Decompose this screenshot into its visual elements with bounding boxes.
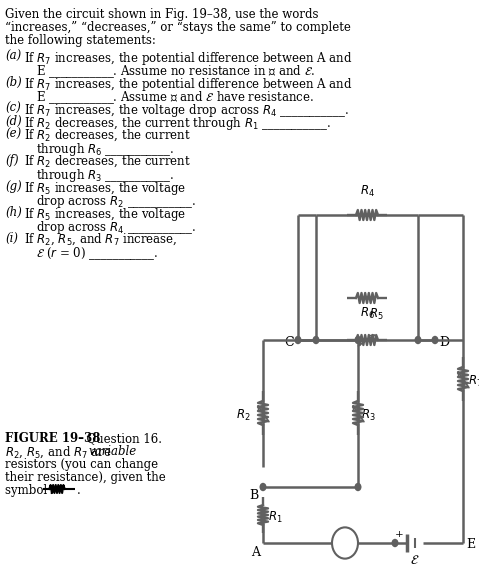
Text: $R_6$: $R_6$ (360, 306, 375, 321)
Text: through $R_6$ ___________.: through $R_6$ ___________. (36, 141, 174, 158)
Text: through $R_3$ ___________.: through $R_3$ ___________. (36, 167, 174, 184)
Text: E ___________. Assume Ⓐ and $\mathcal{E}$ have resistance.: E ___________. Assume Ⓐ and $\mathcal{E}… (36, 89, 314, 106)
Text: resistors (you can change: resistors (you can change (5, 458, 158, 471)
Text: drop across $R_2$ ___________.: drop across $R_2$ ___________. (36, 193, 196, 210)
Text: (g): (g) (5, 180, 22, 193)
Text: (a): (a) (5, 50, 21, 63)
Text: FIGURE 19–38: FIGURE 19–38 (5, 432, 101, 445)
Text: D: D (439, 335, 449, 348)
Text: If $R_7$ increases, the potential difference between A and: If $R_7$ increases, the potential differ… (24, 76, 353, 93)
Text: $R_2$, $R_5$, and $R_7$ are: $R_2$, $R_5$, and $R_7$ are (5, 445, 112, 460)
Text: $R_1$: $R_1$ (268, 509, 283, 525)
Text: If $R_5$ increases, the voltage: If $R_5$ increases, the voltage (24, 206, 186, 223)
Text: C: C (285, 335, 294, 348)
Text: (f): (f) (5, 154, 19, 167)
Text: B: B (250, 489, 259, 502)
Text: E: E (466, 539, 475, 551)
Text: (e): (e) (5, 128, 21, 141)
Text: $R_2$: $R_2$ (237, 407, 251, 423)
Text: If $R_2$ decreases, the current through $R_1$ ___________.: If $R_2$ decreases, the current through … (24, 115, 331, 132)
Text: E ___________. Assume no resistance in Ⓐ and $\mathcal{E}$.: E ___________. Assume no resistance in Ⓐ… (36, 63, 315, 79)
Text: $R_4$: $R_4$ (360, 184, 375, 199)
Text: $R_5$: $R_5$ (369, 307, 384, 322)
Text: +: + (395, 530, 403, 539)
Text: (d): (d) (5, 115, 22, 128)
Text: $R_7$: $R_7$ (468, 373, 479, 389)
Text: symbol —: symbol — (5, 484, 63, 497)
Text: If $R_5$ increases, the voltage: If $R_5$ increases, the voltage (24, 180, 186, 197)
Text: “increases,” “decreases,” or “stays the same” to complete: “increases,” “decreases,” or “stays the … (5, 21, 351, 34)
Text: the following statements:: the following statements: (5, 34, 156, 47)
Text: drop across $R_4$ ___________.: drop across $R_4$ ___________. (36, 219, 196, 236)
Text: $\mathcal{E}$ ($r$ = 0) ___________.: $\mathcal{E}$ ($r$ = 0) ___________. (36, 245, 158, 262)
Text: If $R_2$ decreases, the current: If $R_2$ decreases, the current (24, 154, 191, 169)
Text: $R_3$: $R_3$ (361, 407, 376, 423)
Text: If $R_2$ decreases, the current: If $R_2$ decreases, the current (24, 128, 191, 143)
Text: (c): (c) (5, 102, 21, 115)
Text: If $R_2$, $R_5$, and $R_7$ increase,: If $R_2$, $R_5$, and $R_7$ increase, (24, 232, 178, 248)
Text: Given the circuit shown in Fig. 19–38, use the words: Given the circuit shown in Fig. 19–38, u… (5, 8, 319, 21)
Text: Question 16.: Question 16. (79, 432, 162, 445)
Text: variable: variable (89, 445, 137, 458)
Text: A: A (251, 546, 260, 559)
Text: If $R_7$ increases, the voltage drop across $R_4$ ___________.: If $R_7$ increases, the voltage drop acr… (24, 102, 349, 119)
Text: A: A (341, 537, 349, 548)
Text: If $R_7$ increases, the potential difference between A and: If $R_7$ increases, the potential differ… (24, 50, 353, 67)
Text: .: . (77, 484, 81, 497)
Text: (b): (b) (5, 76, 22, 89)
Text: their resistance), given the: their resistance), given the (5, 471, 166, 484)
Text: (h): (h) (5, 206, 22, 219)
Text: (i): (i) (5, 232, 18, 245)
Text: $\mathcal{E}$: $\mathcal{E}$ (410, 555, 420, 567)
